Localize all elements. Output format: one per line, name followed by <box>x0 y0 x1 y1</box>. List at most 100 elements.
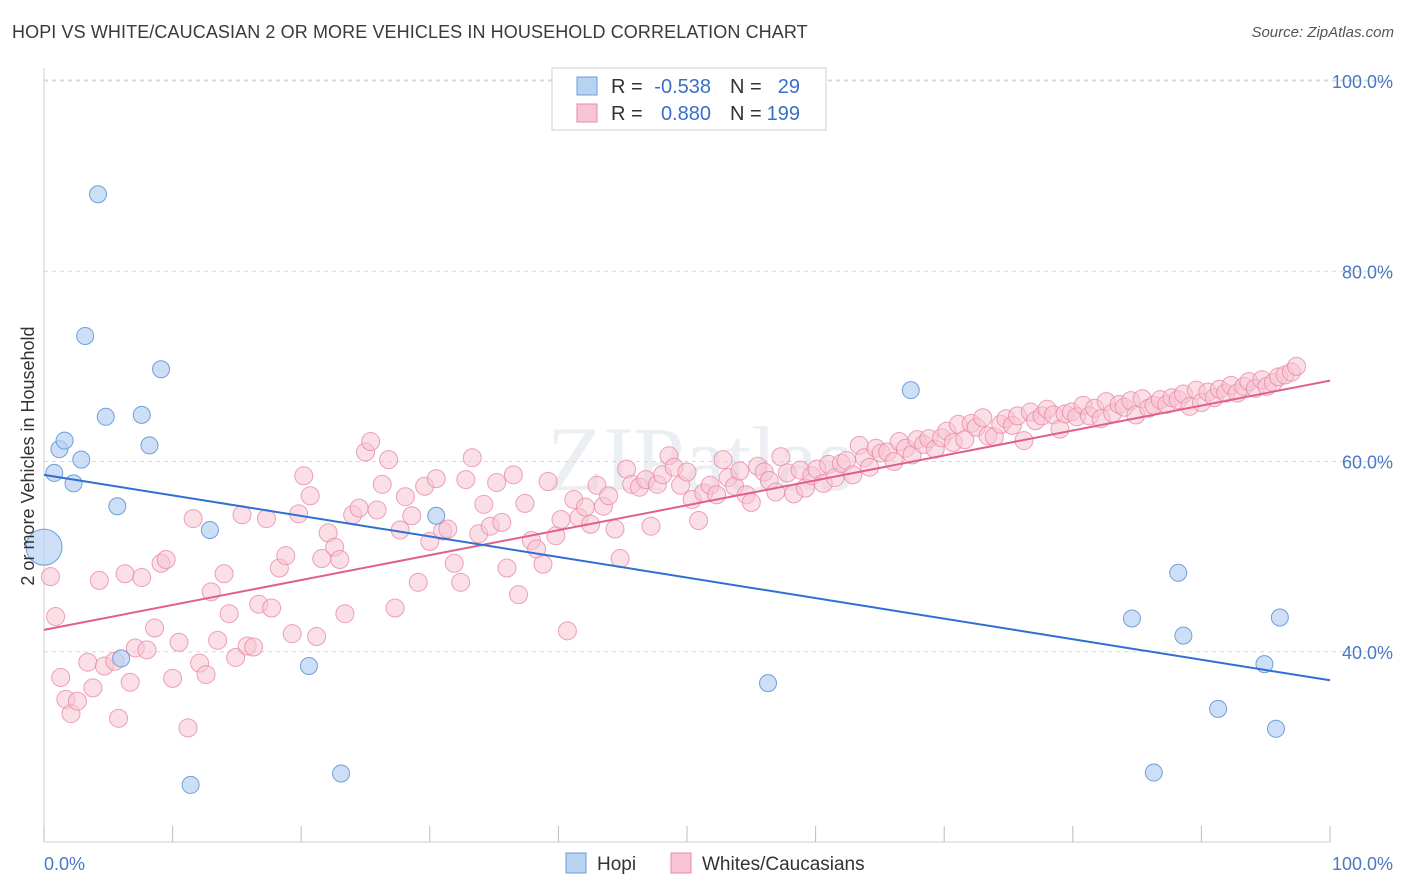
hopi-point <box>96 407 115 426</box>
x-tick-label: 100.0% <box>1332 854 1393 874</box>
trend-line-whites <box>43 379 1331 631</box>
whites-point <box>137 640 157 660</box>
whites-point <box>163 668 183 688</box>
legend-r-label: R = <box>611 76 643 98</box>
whites-point <box>730 461 750 481</box>
whites-point <box>1287 356 1307 376</box>
whites-point <box>169 632 189 652</box>
hopi-point <box>1270 608 1289 627</box>
hopi-point <box>1209 699 1228 718</box>
series-whites-points <box>40 356 1307 738</box>
whites-point <box>335 604 355 624</box>
whites-point <box>379 450 399 470</box>
legend-r-label: R = <box>611 103 643 125</box>
whites-point <box>244 637 264 657</box>
legend-n-label: N = <box>730 103 762 125</box>
whites-point <box>282 624 302 644</box>
whites-point <box>641 516 661 536</box>
hopi-point <box>181 775 200 794</box>
whites-point <box>307 627 327 647</box>
whites-point <box>178 718 198 738</box>
whites-point <box>610 549 630 569</box>
hopi-point <box>901 381 920 400</box>
whites-point <box>551 510 571 530</box>
legend-n-value-hopi: 29 <box>778 76 800 98</box>
whites-point <box>677 462 697 482</box>
legend-box <box>551 67 827 131</box>
whites-point <box>367 500 387 520</box>
whites-point <box>599 486 619 506</box>
whites-point <box>515 493 535 513</box>
whites-point <box>385 598 405 618</box>
hopi-point <box>332 764 351 783</box>
whites-point <box>955 430 975 450</box>
whites-point <box>330 549 350 569</box>
whites-point <box>219 604 239 624</box>
whites-point <box>538 471 558 491</box>
tick-labels: 40.0% 60.0% 80.0% 100.0% 0.0% 100.0% <box>44 72 1393 874</box>
whites-point <box>361 432 381 452</box>
whites-point <box>444 553 464 573</box>
whites-point <box>145 618 165 638</box>
hopi-point <box>64 474 83 493</box>
whites-point <box>456 470 476 490</box>
whites-point <box>973 408 993 428</box>
whites-point <box>395 487 415 507</box>
whites-point <box>183 509 203 529</box>
whites-point <box>67 691 87 711</box>
whites-point <box>426 469 446 489</box>
hopi-point <box>45 463 64 482</box>
hopi-point <box>108 497 127 516</box>
whites-point <box>509 585 529 605</box>
hopi-point <box>200 521 219 539</box>
whites-point <box>78 652 98 672</box>
y-axis-label: 2 or more Vehicles in Household <box>18 326 38 585</box>
hopi-point <box>1174 626 1193 645</box>
whites-point <box>497 558 517 578</box>
whites-point <box>51 667 71 687</box>
whites-point <box>300 486 320 506</box>
grid-layer <box>44 79 1393 653</box>
axes-layer <box>43 68 1331 843</box>
trend-line-hopi <box>43 473 1331 682</box>
whites-point <box>120 672 140 692</box>
y-tick-label: 60.0% <box>1342 453 1393 473</box>
hopi-point <box>152 360 171 379</box>
whites-point <box>402 506 422 526</box>
whites-point <box>451 572 471 592</box>
legend-swatch-hopi <box>576 76 598 96</box>
whites-point <box>462 448 482 468</box>
hopi-point <box>89 185 108 204</box>
whites-point <box>83 678 103 698</box>
hopi-point <box>112 649 131 668</box>
whites-point <box>557 621 577 641</box>
whites-point <box>208 630 228 650</box>
hopi-point <box>140 436 159 455</box>
hopi-point <box>132 405 151 424</box>
hopi-point <box>76 326 95 345</box>
whites-point <box>196 665 216 685</box>
chart-title: HOPI VS WHITE/CAUCASIAN 2 OR MORE VEHICL… <box>12 22 808 42</box>
whites-point <box>156 549 176 569</box>
legend-swatch-whites <box>576 103 598 123</box>
legend: R = -0.538 N = 29 R = 0.880 N = 199 <box>551 67 827 131</box>
whites-point <box>372 474 392 494</box>
whites-point <box>408 572 428 592</box>
whites-point <box>132 568 152 588</box>
hopi-point <box>427 506 446 525</box>
hopi-point <box>55 431 74 450</box>
whites-point <box>689 510 709 530</box>
whites-point <box>276 546 296 566</box>
whites-point <box>40 567 60 587</box>
whites-point <box>771 447 791 467</box>
legend-r-value-whites: 0.880 <box>661 103 711 125</box>
bottom-legend-whites: Whites/Caucasians <box>702 854 865 875</box>
whites-point <box>575 497 595 517</box>
trend-lines <box>43 379 1331 682</box>
whites-point <box>115 564 135 584</box>
bottom-legend-swatch-hopi <box>565 852 587 874</box>
whites-point <box>349 498 369 518</box>
whites-point <box>438 519 458 539</box>
series-hopi-points <box>25 185 1289 794</box>
